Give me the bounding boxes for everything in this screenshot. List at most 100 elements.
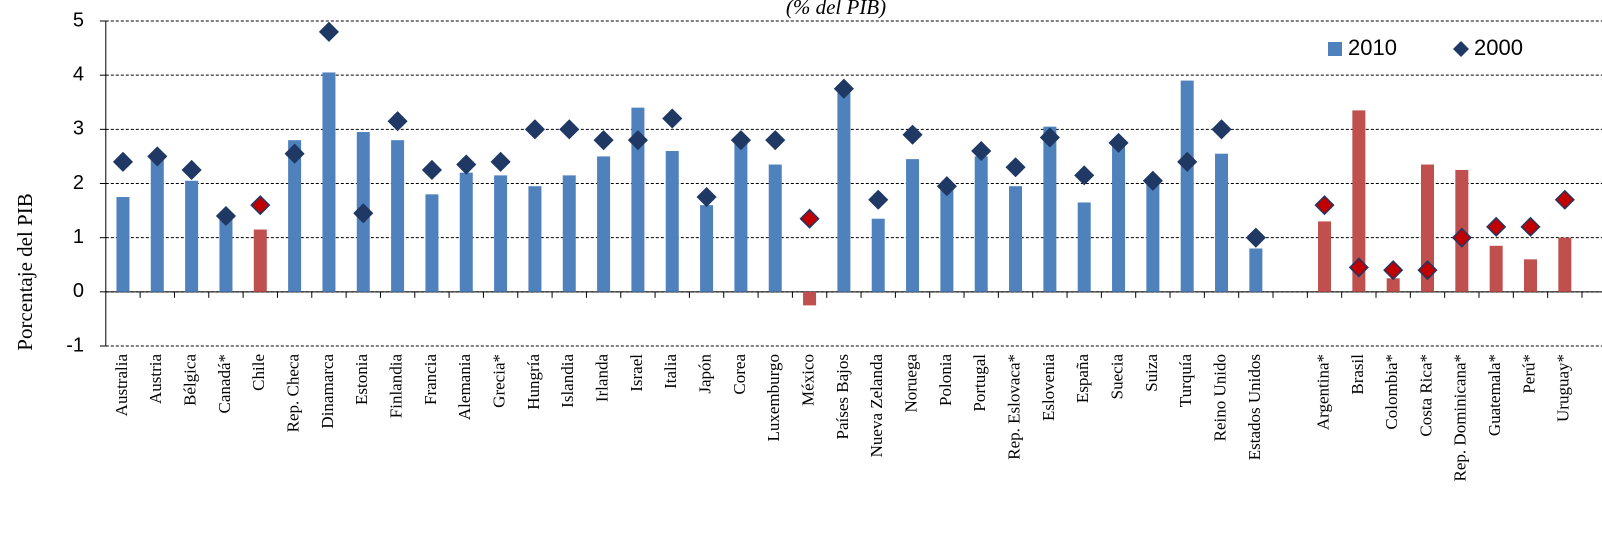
bar <box>1421 164 1435 292</box>
bar <box>1558 237 1572 292</box>
x-tick-label: Argentina* <box>1313 354 1332 430</box>
bar <box>940 188 954 292</box>
marker <box>868 189 889 210</box>
legend-label: 2000 <box>1474 35 1523 60</box>
chart-subtitle: (% del PIB) <box>786 0 886 19</box>
marker <box>1005 157 1026 178</box>
x-tick-label: Dinamarca <box>318 354 337 429</box>
legend-swatch <box>1453 41 1469 57</box>
bar <box>1077 202 1091 292</box>
marker <box>593 130 614 151</box>
marker <box>250 195 271 216</box>
marker <box>1417 260 1438 281</box>
bar <box>288 140 302 292</box>
x-tick-label: Brasil <box>1348 354 1367 395</box>
x-tick-label: Colombia* <box>1382 354 1401 430</box>
marker <box>627 130 648 151</box>
bar <box>906 159 920 292</box>
marker <box>696 186 717 208</box>
bar <box>1318 221 1332 292</box>
x-tick-label: Uruguay* <box>1554 354 1573 422</box>
marker <box>765 130 786 151</box>
bar <box>1146 178 1160 292</box>
x-tick-label: Irlanda <box>592 354 611 403</box>
x-tick-label: Noruega <box>901 354 920 413</box>
bar <box>837 86 851 292</box>
marker <box>284 143 305 164</box>
y-tick-label: 1 <box>73 226 84 248</box>
x-tick-label: Canadá* <box>215 354 234 413</box>
bar <box>494 175 508 292</box>
bar <box>1352 110 1366 292</box>
x-tick-label: Rep. Dominicana* <box>1451 354 1470 481</box>
marker <box>1039 127 1060 148</box>
bar <box>734 142 748 292</box>
bar <box>1215 153 1229 292</box>
bar <box>871 218 885 292</box>
marker <box>490 151 511 172</box>
y-tick-label: 0 <box>73 280 84 302</box>
x-tick-label: Chile <box>249 354 268 391</box>
marker <box>1486 216 1507 237</box>
bar <box>597 156 611 292</box>
x-tick-label: Grecia* <box>490 354 509 408</box>
marker <box>1554 189 1575 210</box>
x-tick-label: Alemania <box>455 354 474 421</box>
y-tick-label: 2 <box>73 172 84 194</box>
bar <box>150 156 164 292</box>
bar <box>1112 145 1126 292</box>
marker <box>971 140 992 162</box>
x-tick-label: México <box>798 354 817 406</box>
bar <box>391 140 405 292</box>
marker <box>559 119 580 140</box>
marker <box>1211 119 1232 140</box>
x-tick-label: Francia <box>421 354 440 405</box>
marker <box>353 203 374 224</box>
x-tick-label: Rep. Checa <box>284 354 303 433</box>
marker <box>662 108 683 129</box>
marker <box>833 78 854 99</box>
x-tick-label: Austria <box>146 354 165 405</box>
x-tick-label: Guatemala* <box>1485 354 1504 436</box>
marker <box>799 208 820 229</box>
marker <box>1245 227 1266 248</box>
marker <box>524 119 545 140</box>
marker <box>902 124 923 145</box>
x-tick-label: Suiza <box>1142 354 1161 392</box>
bar <box>768 164 782 292</box>
marker <box>1314 195 1335 216</box>
bar <box>459 172 473 292</box>
x-tick-label: Suecia <box>1107 354 1126 400</box>
marker <box>1520 216 1541 237</box>
y-axis-title: Porcentaje del PIB <box>13 193 37 350</box>
bar <box>562 175 576 292</box>
marker <box>1177 151 1198 172</box>
legend-label: 2010 <box>1348 35 1397 60</box>
y-tick-label: 4 <box>73 63 84 85</box>
bar <box>219 218 233 292</box>
marker <box>387 111 408 132</box>
y-tick-label: -1 <box>66 334 84 356</box>
marker <box>456 154 477 175</box>
x-tick-label: Islandia <box>558 354 577 408</box>
x-tick-label: Australia <box>112 354 131 417</box>
x-tick-label: Costa Rica* <box>1416 354 1435 437</box>
y-tick-label: 5 <box>73 9 84 31</box>
marker <box>215 205 237 227</box>
x-tick-label: Polonia <box>936 354 955 406</box>
x-tick-label: Luxemburgo <box>764 354 783 442</box>
bar <box>116 197 130 292</box>
x-tick-label: Italia <box>661 354 680 389</box>
marker <box>936 176 957 197</box>
marker <box>181 159 202 181</box>
bar <box>322 72 336 292</box>
x-tick-label: Turquía <box>1176 354 1195 408</box>
marker <box>318 21 340 42</box>
marker <box>1451 227 1472 248</box>
x-tick-label: Estados Unidos <box>1245 354 1264 460</box>
bar <box>700 205 714 292</box>
bar <box>1523 259 1537 292</box>
bar <box>1009 186 1023 292</box>
x-tick-label: Rep. Eslovaca* <box>1004 354 1023 460</box>
bar <box>1043 126 1057 292</box>
